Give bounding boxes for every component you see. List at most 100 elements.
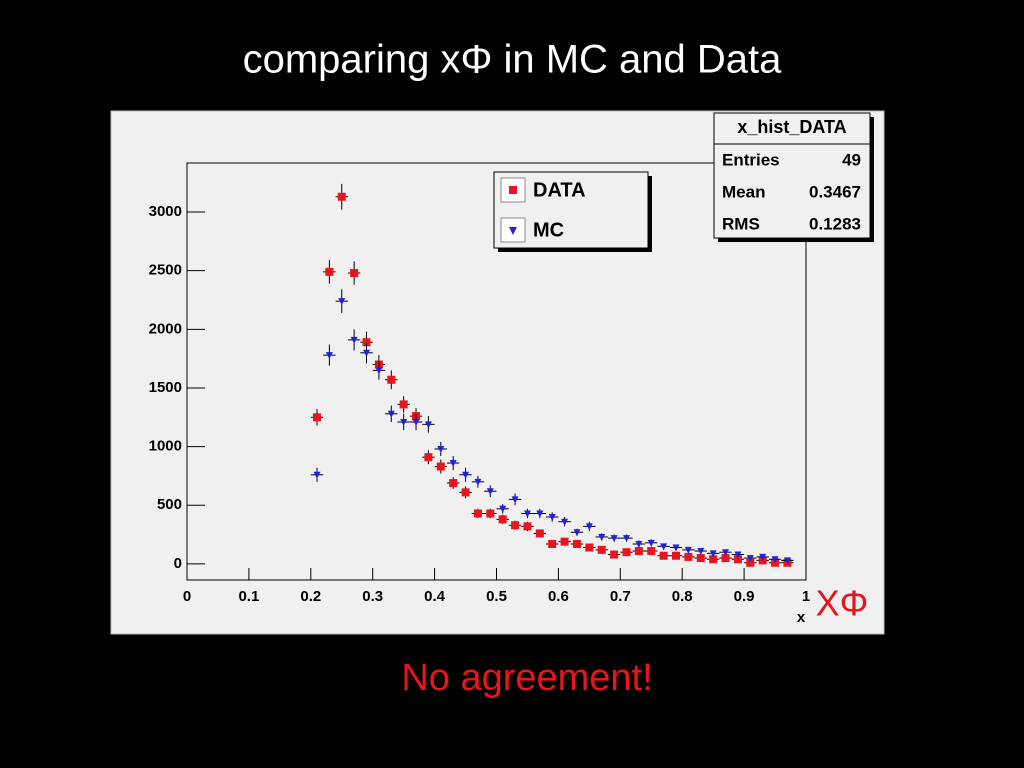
data-point	[635, 540, 643, 548]
data-point	[462, 471, 470, 479]
legend-label: DATA	[533, 179, 586, 201]
data-point	[548, 514, 556, 522]
stats-box	[713, 112, 871, 239]
y-tick-label: 2000	[149, 320, 182, 337]
data-point	[400, 418, 408, 426]
data-point	[759, 553, 767, 561]
data-point	[572, 539, 581, 548]
legend-label: MC	[533, 219, 564, 241]
data-point	[498, 515, 507, 524]
data-point	[746, 558, 755, 567]
data-point	[511, 521, 520, 530]
data-point	[474, 478, 482, 486]
x-tick-label: 0.6	[548, 588, 569, 605]
data-point	[672, 551, 681, 560]
stats-value: 0.1283	[809, 214, 861, 233]
stats-title: x_hist_DATA	[737, 117, 846, 137]
data-point	[660, 543, 668, 551]
data-point	[325, 267, 334, 276]
data-point	[684, 546, 692, 554]
data-point	[672, 544, 680, 552]
data-point	[387, 410, 395, 418]
y-tick-label: 1000	[149, 438, 182, 455]
data-point	[523, 510, 531, 518]
data-point	[312, 413, 321, 422]
x-tick-label: 0.1	[238, 588, 259, 605]
data-point	[337, 192, 346, 201]
data-point	[412, 418, 420, 426]
data-point	[647, 539, 655, 547]
y-tick-label: 2500	[149, 262, 182, 279]
data-point	[325, 352, 333, 360]
x-axis-label: x	[797, 609, 806, 626]
data-point	[449, 478, 458, 487]
data-point	[647, 547, 656, 556]
data-point	[338, 298, 346, 306]
x-tick-label: 0.4	[424, 588, 446, 605]
data-point	[535, 529, 544, 538]
x-tick-label: 0.8	[672, 588, 693, 605]
y-tick-label: 3000	[149, 203, 182, 220]
data-point	[424, 421, 432, 429]
data-point	[424, 453, 433, 462]
data-point	[461, 488, 470, 497]
data-point	[449, 460, 457, 468]
data-point	[771, 556, 779, 564]
stats-value: 49	[842, 150, 861, 169]
y-tick-label: 1500	[149, 379, 182, 396]
data-point	[436, 462, 445, 471]
x-tick-label: 0.5	[486, 588, 507, 605]
data-point	[548, 539, 557, 548]
data-point	[610, 535, 618, 543]
x-tick-label: 0.2	[300, 588, 321, 605]
stats-label: Mean	[722, 182, 765, 201]
legend-icon	[509, 186, 517, 194]
data-point	[561, 518, 569, 526]
data-point	[387, 375, 396, 384]
y-tick-label: 0	[174, 555, 182, 572]
data-point	[437, 445, 445, 453]
data-point	[536, 510, 544, 518]
data-point	[597, 545, 606, 554]
data-point	[560, 537, 569, 546]
data-point	[363, 349, 371, 357]
data-point	[473, 509, 482, 518]
legend-icon	[509, 227, 517, 235]
data-point	[499, 505, 507, 513]
data-point	[709, 555, 718, 564]
data-point	[709, 550, 717, 558]
x-tick-label: 0.3	[362, 588, 383, 605]
x-tick-label: 0.9	[734, 588, 755, 605]
data-point	[598, 533, 606, 541]
data-point	[684, 552, 693, 561]
slide-title: comparing xΦ in MC and Data	[243, 38, 783, 82]
data-point	[659, 551, 668, 560]
x-tick-label: 1	[802, 588, 810, 605]
data-point	[375, 367, 383, 375]
data-point	[722, 549, 730, 557]
data-point	[734, 551, 742, 559]
data-point	[313, 471, 321, 479]
data-point	[573, 529, 581, 537]
data-point	[511, 496, 519, 504]
data-point	[622, 535, 630, 543]
stats-label: RMS	[722, 214, 760, 233]
stats-label: Entries	[722, 150, 780, 169]
x-tick-label: 0.7	[610, 588, 631, 605]
data-point	[696, 554, 705, 563]
axis-annotation: XΦ	[816, 583, 869, 624]
data-point	[585, 543, 594, 552]
data-point	[746, 555, 754, 563]
data-point	[350, 269, 359, 278]
data-point	[697, 548, 705, 556]
data-point	[486, 509, 495, 518]
note: No agreement!	[401, 657, 652, 699]
data-point	[399, 400, 408, 409]
data-point	[634, 547, 643, 556]
data-point	[610, 550, 619, 559]
x-tick-label: 0	[183, 588, 191, 605]
data-point	[585, 523, 593, 531]
data-point	[783, 557, 791, 565]
data-point	[733, 555, 742, 564]
